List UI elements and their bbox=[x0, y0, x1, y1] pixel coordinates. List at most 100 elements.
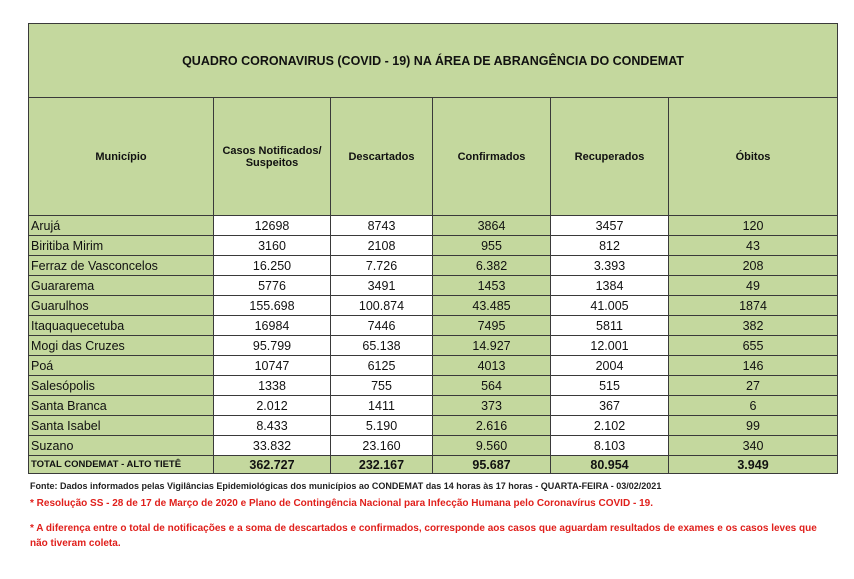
cell-confirmados: 4013 bbox=[432, 355, 551, 376]
total-row: TOTAL CONDEMAT - ALTO TIETÊ 362.727 232.16… bbox=[28, 455, 838, 474]
cell-recuperados: 12.001 bbox=[550, 335, 669, 356]
table-row: Salesópolis 1338 755 564 515 27 bbox=[28, 375, 838, 396]
notes: Fonte: Dados informados pelas Vigilância… bbox=[30, 481, 830, 551]
cell-descartados: 7446 bbox=[330, 315, 433, 336]
cell-casos: 16.250 bbox=[213, 255, 331, 276]
cell-obitos: 382 bbox=[668, 315, 838, 336]
total-recuperados: 80.954 bbox=[550, 455, 669, 474]
cell-obitos: 146 bbox=[668, 355, 838, 376]
header-confirmados: Confirmados bbox=[432, 97, 551, 216]
cell-casos: 10747 bbox=[213, 355, 331, 376]
total-municipio: TOTAL CONDEMAT - ALTO TIETÊ bbox=[28, 455, 214, 474]
cell-municipio: Guarulhos bbox=[28, 295, 214, 316]
table-row: Poá 10747 6125 4013 2004 146 bbox=[28, 355, 838, 376]
cell-descartados: 6125 bbox=[330, 355, 433, 376]
cell-recuperados: 5811 bbox=[550, 315, 669, 336]
cell-confirmados: 9.560 bbox=[432, 435, 551, 456]
cell-confirmados: 1453 bbox=[432, 275, 551, 296]
header-recuperados: Recuperados bbox=[550, 97, 669, 216]
cell-municipio: Salesópolis bbox=[28, 375, 214, 396]
cell-confirmados: 43.485 bbox=[432, 295, 551, 316]
cell-confirmados: 564 bbox=[432, 375, 551, 396]
cell-obitos: 27 bbox=[668, 375, 838, 396]
total-obitos: 3.949 bbox=[668, 455, 838, 474]
cell-recuperados: 3.393 bbox=[550, 255, 669, 276]
cell-municipio: Poá bbox=[28, 355, 214, 376]
cell-municipio: Guararema bbox=[28, 275, 214, 296]
cell-municipio: Itaquaquecetuba bbox=[28, 315, 214, 336]
table-row: Santa Isabel 8.433 5.190 2.616 2.102 99 bbox=[28, 415, 838, 436]
cell-casos: 16984 bbox=[213, 315, 331, 336]
cell-obitos: 49 bbox=[668, 275, 838, 296]
total-casos: 362.727 bbox=[213, 455, 331, 474]
table-row: Suzano 33.832 23.160 9.560 8.103 340 bbox=[28, 435, 838, 456]
cell-municipio: Santa Branca bbox=[28, 395, 214, 416]
cell-municipio: Arujá bbox=[28, 215, 214, 236]
cell-casos: 12698 bbox=[213, 215, 331, 236]
table-row: Guararema 5776 3491 1453 1384 49 bbox=[28, 275, 838, 296]
cell-descartados: 65.138 bbox=[330, 335, 433, 356]
cell-recuperados: 2.102 bbox=[550, 415, 669, 436]
header-descartados: Descartados bbox=[330, 97, 433, 216]
table-row: Biritiba Mirim 3160 2108 955 812 43 bbox=[28, 235, 838, 256]
cell-municipio: Santa Isabel bbox=[28, 415, 214, 436]
difference-note: * A diferença entre o total de notificaç… bbox=[30, 523, 817, 549]
header-obitos: Óbitos bbox=[668, 97, 838, 216]
header-casos: Casos Notificados/ Suspeitos bbox=[213, 97, 331, 216]
cell-descartados: 23.160 bbox=[330, 435, 433, 456]
cell-casos: 1338 bbox=[213, 375, 331, 396]
cell-recuperados: 367 bbox=[550, 395, 669, 416]
cell-descartados: 2108 bbox=[330, 235, 433, 256]
cell-obitos: 99 bbox=[668, 415, 838, 436]
cell-confirmados: 7495 bbox=[432, 315, 551, 336]
cell-confirmados: 14.927 bbox=[432, 335, 551, 356]
cell-descartados: 3491 bbox=[330, 275, 433, 296]
table-row: Mogi das Cruzes 95.799 65.138 14.927 12.001 6… bbox=[28, 335, 838, 356]
table-row: Santa Branca 2.012 1411 373 367 6 bbox=[28, 395, 838, 416]
cell-obitos: 340 bbox=[668, 435, 838, 456]
cell-casos: 8.433 bbox=[213, 415, 331, 436]
cell-casos: 2.012 bbox=[213, 395, 331, 416]
cell-obitos: 120 bbox=[668, 215, 838, 236]
table-row: Ferraz de Vasconcelos 16.250 7.726 6.382 3.3… bbox=[28, 255, 838, 276]
cell-recuperados: 3457 bbox=[550, 215, 669, 236]
cell-recuperados: 515 bbox=[550, 375, 669, 396]
cell-obitos: 655 bbox=[668, 335, 838, 356]
cell-casos: 3160 bbox=[213, 235, 331, 256]
cell-confirmados: 955 bbox=[432, 235, 551, 256]
table-row: Arujá 12698 8743 3864 3457 120 bbox=[28, 215, 838, 236]
cell-confirmados: 373 bbox=[432, 395, 551, 416]
cell-descartados: 5.190 bbox=[330, 415, 433, 436]
cell-descartados: 1411 bbox=[330, 395, 433, 416]
cell-municipio: Mogi das Cruzes bbox=[28, 335, 214, 356]
cell-obitos: 208 bbox=[668, 255, 838, 276]
cell-recuperados: 812 bbox=[550, 235, 669, 256]
table-row: Guarulhos 155.698 100.874 43.485 41.005 1874 bbox=[28, 295, 838, 316]
table-row: Itaquaquecetuba 16984 7446 7495 5811 382 bbox=[28, 315, 838, 336]
covid-table: QUADRO CORONAVIRUS (COVID - 19) NA ÁREA … bbox=[28, 23, 838, 474]
resolution-note: * Resolução SS - 28 de 17 de Março de 20… bbox=[30, 498, 653, 509]
total-confirmados: 95.687 bbox=[432, 455, 551, 474]
cell-recuperados: 1384 bbox=[550, 275, 669, 296]
cell-obitos: 1874 bbox=[668, 295, 838, 316]
cell-obitos: 43 bbox=[668, 235, 838, 256]
header-municipio: Município bbox=[28, 97, 214, 216]
cell-confirmados: 6.382 bbox=[432, 255, 551, 276]
cell-recuperados: 8.103 bbox=[550, 435, 669, 456]
cell-recuperados: 41.005 bbox=[550, 295, 669, 316]
cell-descartados: 100.874 bbox=[330, 295, 433, 316]
cell-confirmados: 2.616 bbox=[432, 415, 551, 436]
cell-obitos: 6 bbox=[668, 395, 838, 416]
cell-municipio: Suzano bbox=[28, 435, 214, 456]
source-note: Fonte: Dados informados pelas Vigilância… bbox=[30, 481, 662, 491]
table-title: QUADRO CORONAVIRUS (COVID - 19) NA ÁREA … bbox=[28, 23, 838, 98]
cell-municipio: Biritiba Mirim bbox=[28, 235, 214, 256]
cell-casos: 5776 bbox=[213, 275, 331, 296]
cell-municipio: Ferraz de Vasconcelos bbox=[28, 255, 214, 276]
cell-descartados: 7.726 bbox=[330, 255, 433, 276]
cell-descartados: 755 bbox=[330, 375, 433, 396]
total-descartados: 232.167 bbox=[330, 455, 433, 474]
cell-descartados: 8743 bbox=[330, 215, 433, 236]
cell-recuperados: 2004 bbox=[550, 355, 669, 376]
cell-casos: 95.799 bbox=[213, 335, 331, 356]
